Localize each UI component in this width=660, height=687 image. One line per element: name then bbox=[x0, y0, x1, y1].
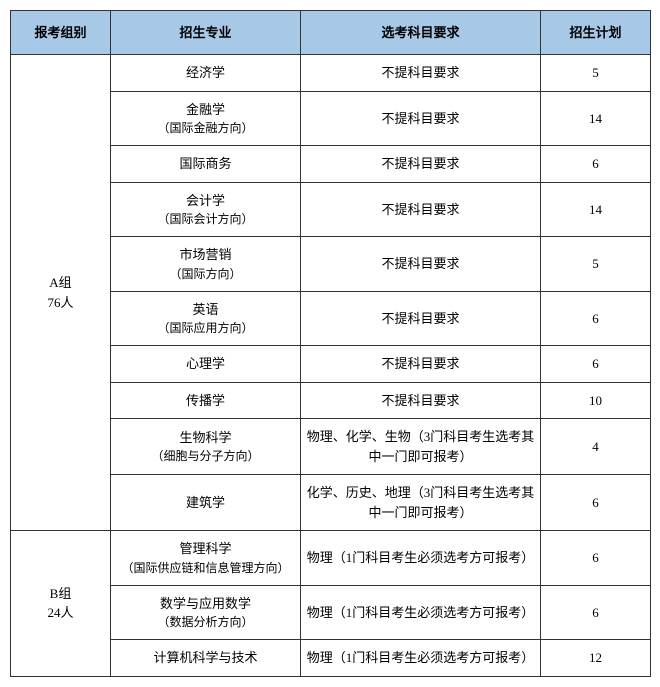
requirement-cell: 化学、历史、地理（3门科目考生选考其中一门即可报考） bbox=[301, 475, 541, 531]
major-sub: （国际供应链和信息管理方向） bbox=[115, 559, 296, 577]
major-sub: （国际金融方向） bbox=[115, 119, 296, 137]
major-sub: （数据分析方向） bbox=[115, 613, 296, 631]
major-name: 国际商务 bbox=[115, 154, 296, 174]
admission-table: 报考组别 招生专业 选考科目要求 招生计划 A组76人经济学不提科目要求5金融学… bbox=[10, 10, 651, 677]
major-name: 生物科学 bbox=[115, 428, 296, 448]
requirement-cell: 不提科目要求 bbox=[301, 291, 541, 346]
major-cell: 会计学（国际会计方向） bbox=[111, 182, 301, 237]
plan-cell: 6 bbox=[541, 291, 651, 346]
group-cell: B组24人 bbox=[11, 531, 111, 677]
major-name: 建筑学 bbox=[115, 493, 296, 513]
plan-cell: 10 bbox=[541, 382, 651, 419]
major-name: 计算机科学与技术 bbox=[115, 648, 296, 668]
major-name: 经济学 bbox=[115, 63, 296, 83]
major-name: 市场营销 bbox=[115, 245, 296, 265]
major-name: 传播学 bbox=[115, 391, 296, 411]
group-cell: A组76人 bbox=[11, 55, 111, 531]
major-cell: 计算机科学与技术 bbox=[111, 640, 301, 677]
table-row: B组24人管理科学（国际供应链和信息管理方向）物理（1门科目考生必须选考方可报考… bbox=[11, 531, 651, 586]
major-name: 英语 bbox=[115, 300, 296, 320]
major-name: 数学与应用数学 bbox=[115, 594, 296, 614]
plan-cell: 4 bbox=[541, 419, 651, 475]
requirement-cell: 不提科目要求 bbox=[301, 346, 541, 383]
group-label-line2: 76人 bbox=[15, 293, 106, 313]
requirement-cell: 不提科目要求 bbox=[301, 182, 541, 237]
major-sub: （细胞与分子方向） bbox=[115, 447, 296, 465]
header-major: 招生专业 bbox=[111, 11, 301, 55]
group-label-line1: B组 bbox=[15, 584, 106, 604]
major-cell: 英语（国际应用方向） bbox=[111, 291, 301, 346]
major-cell: 经济学 bbox=[111, 55, 301, 92]
major-cell: 金融学（国际金融方向） bbox=[111, 91, 301, 146]
requirement-cell: 不提科目要求 bbox=[301, 237, 541, 292]
major-name: 金融学 bbox=[115, 100, 296, 120]
requirement-cell: 物理、化学、生物（3门科目考生选考其中一门即可报考） bbox=[301, 419, 541, 475]
requirement-cell: 不提科目要求 bbox=[301, 91, 541, 146]
table-row: A组76人经济学不提科目要求5 bbox=[11, 55, 651, 92]
major-name: 会计学 bbox=[115, 191, 296, 211]
major-cell: 数学与应用数学（数据分析方向） bbox=[111, 585, 301, 640]
major-cell: 管理科学（国际供应链和信息管理方向） bbox=[111, 531, 301, 586]
major-cell: 传播学 bbox=[111, 382, 301, 419]
requirement-cell: 不提科目要求 bbox=[301, 55, 541, 92]
group-label-line2: 24人 bbox=[15, 603, 106, 623]
major-sub: （国际会计方向） bbox=[115, 210, 296, 228]
major-sub: （国际方向） bbox=[115, 265, 296, 283]
requirement-cell: 物理（1门科目考生必须选考方可报考） bbox=[301, 640, 541, 677]
major-cell: 国际商务 bbox=[111, 146, 301, 183]
header-plan: 招生计划 bbox=[541, 11, 651, 55]
requirement-cell: 物理（1门科目考生必须选考方可报考） bbox=[301, 531, 541, 586]
plan-cell: 5 bbox=[541, 55, 651, 92]
major-cell: 生物科学（细胞与分子方向） bbox=[111, 419, 301, 475]
plan-cell: 14 bbox=[541, 182, 651, 237]
plan-cell: 6 bbox=[541, 146, 651, 183]
major-name: 管理科学 bbox=[115, 539, 296, 559]
plan-cell: 12 bbox=[541, 640, 651, 677]
plan-cell: 14 bbox=[541, 91, 651, 146]
major-cell: 市场营销（国际方向） bbox=[111, 237, 301, 292]
header-requirement: 选考科目要求 bbox=[301, 11, 541, 55]
requirement-cell: 不提科目要求 bbox=[301, 146, 541, 183]
major-cell: 心理学 bbox=[111, 346, 301, 383]
major-cell: 建筑学 bbox=[111, 475, 301, 531]
major-sub: （国际应用方向） bbox=[115, 319, 296, 337]
major-name: 心理学 bbox=[115, 354, 296, 374]
table-body: A组76人经济学不提科目要求5金融学（国际金融方向）不提科目要求14国际商务不提… bbox=[11, 55, 651, 677]
plan-cell: 6 bbox=[541, 346, 651, 383]
plan-cell: 5 bbox=[541, 237, 651, 292]
requirement-cell: 不提科目要求 bbox=[301, 382, 541, 419]
header-group: 报考组别 bbox=[11, 11, 111, 55]
table-header-row: 报考组别 招生专业 选考科目要求 招生计划 bbox=[11, 11, 651, 55]
requirement-cell: 物理（1门科目考生必须选考方可报考） bbox=[301, 585, 541, 640]
plan-cell: 6 bbox=[541, 531, 651, 586]
plan-cell: 6 bbox=[541, 585, 651, 640]
plan-cell: 6 bbox=[541, 475, 651, 531]
group-label-line1: A组 bbox=[15, 273, 106, 293]
